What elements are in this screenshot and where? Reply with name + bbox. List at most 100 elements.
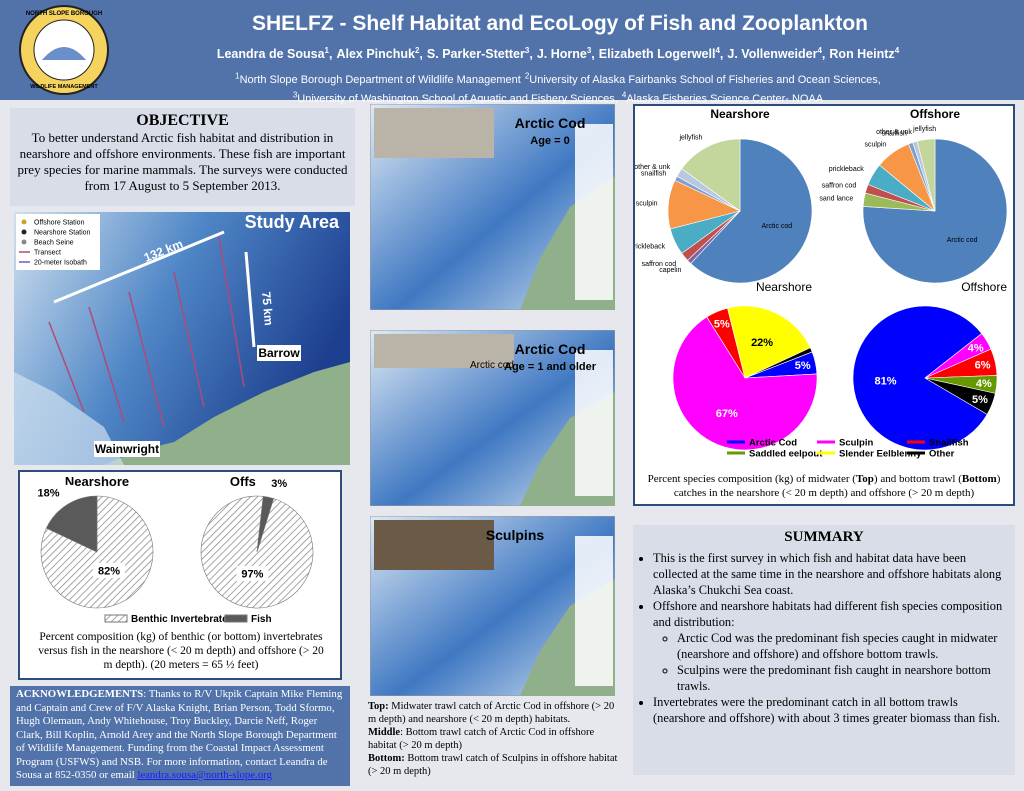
caption-part: ) and bottom trawl ( [873, 473, 962, 485]
author: Elizabeth Logerwell4, [598, 46, 724, 62]
caption-part: Top [855, 473, 874, 485]
category-label: sculpin [865, 141, 887, 148]
map-legend [16, 214, 100, 270]
photo [374, 334, 514, 368]
legend-panel [575, 350, 613, 496]
sub-bullet: Sculpins were the predominant fish caugh… [677, 662, 1009, 694]
caption-text: Midwater trawl catch of Arctic Cod in of… [368, 701, 615, 725]
author-affiliation: 3 [524, 46, 530, 55]
label-bg [94, 441, 160, 457]
value-label: 6% [975, 360, 991, 372]
author-affiliation: 4 [715, 46, 720, 55]
separator: , [591, 47, 595, 62]
distance-label: 75 km [259, 291, 276, 326]
ack-text: : Thanks to R/V Ukpik Captain Mike Flemi… [16, 688, 343, 781]
separator: , [419, 47, 423, 62]
pie-slice [727, 305, 811, 379]
author-name: Alex Pinchuk [336, 47, 415, 62]
bullet: Offshore and nearshore habitats had diff… [653, 598, 1009, 694]
scale-line [244, 251, 256, 348]
logo: NORTH SLOPE BOROUGH WILDLIFE MANAGEMENT [19, 5, 109, 95]
caption-line: Middle: Bottom trawl catch of Arctic Cod… [368, 726, 620, 752]
value-label: 97% [241, 569, 263, 581]
affiliation-number: 4 [621, 90, 627, 100]
category-label: Arctic cod [947, 237, 978, 244]
caption: Percent species composition (kg) of midw… [641, 472, 1007, 500]
land [104, 362, 350, 465]
bullet: This is the first survey in which fish a… [653, 550, 1009, 598]
legend-label: Transect [34, 250, 61, 257]
value-label: 5% [795, 360, 811, 372]
value-label: 22% [751, 337, 773, 349]
author-name: Leandra de Sousa [216, 47, 325, 62]
affiliation: 3University of Washington School of Aqua… [292, 90, 618, 106]
legend-panel [575, 536, 613, 686]
legend-label: Saddled eelpout [749, 449, 823, 460]
separator: , [719, 47, 724, 62]
photo [374, 108, 494, 158]
author: Alex Pinchuk2, [336, 46, 423, 62]
pie-inner-label: Offshore [961, 280, 1007, 294]
affiliation-text: Alaska Fisheries Science Center- NOAA [626, 93, 824, 106]
legend-label: 20-meter Isobath [34, 260, 87, 267]
caption-line: Top: Midwater trawl catch of Arctic Cod … [368, 700, 620, 726]
pie-slice [852, 305, 988, 451]
objective-heading: OBJECTIVE [136, 112, 229, 129]
pie-title: Nearshore [710, 107, 770, 121]
email-link[interactable]: leandra.sousa@north-slope.org [137, 769, 272, 781]
category-label: Arctic cod [761, 223, 792, 230]
affiliation-line: 1North Slope Borough Department of Wildl… [120, 68, 1000, 88]
label-bg [255, 475, 288, 491]
pie-slice [681, 138, 741, 212]
affiliation-number: 3 [292, 90, 298, 100]
category-label: saffron cod [642, 261, 677, 268]
author: Ron Heintz4 [829, 46, 900, 61]
legend-symbol [21, 239, 27, 245]
caption-text: : Bottom trawl catch of Arctic Cod in of… [368, 727, 595, 751]
value-label: 82% [98, 566, 120, 578]
value-label: 5% [714, 318, 730, 330]
affiliation: 1North Slope Borough Department of Wildl… [235, 71, 521, 86]
pie-slice [45, 495, 98, 553]
pie-slice [744, 347, 813, 379]
map-caption: Top: Midwater trawl catch of Arctic Cod … [368, 700, 620, 778]
place-label: Barrow [258, 346, 300, 360]
author-affiliation: 1 [324, 46, 329, 55]
legend-label: Fish [251, 614, 272, 625]
map-title: Arctic Cod [515, 341, 586, 357]
category-label: sculpin [636, 201, 658, 208]
separator: , [821, 47, 826, 62]
sub-bullet: Arctic Cod was the predominant fish spec… [677, 630, 1009, 662]
category-label: prickleback [829, 166, 865, 173]
legend: Offshore Station Nearshore Station Beach S… [19, 219, 91, 267]
author: S. Parker-Stetter3, [426, 46, 533, 62]
legend-label: Slender Eelblenny [839, 449, 922, 460]
caption: Percent composition (kg) of benthic (or … [38, 631, 324, 671]
category-label: other & unk [876, 129, 912, 136]
legend-symbol [21, 229, 27, 235]
place-label: Wainwright [95, 442, 159, 456]
summary-box: SUMMARY This is the first survey in whic… [633, 525, 1015, 775]
catch-map: Sculpins [370, 516, 615, 696]
map-title: Study Area [245, 212, 340, 232]
value-label: 67% [716, 408, 738, 420]
author: Leandra de Sousa1, [216, 46, 333, 62]
affiliation-text: University of Alaska Fairbanks School of… [529, 73, 881, 86]
legend-label: Arctic Cod [749, 438, 797, 449]
legend-label: Snailfish [929, 438, 969, 449]
author-affiliation: 4 [894, 46, 900, 55]
affiliation-text: North Slope Borough Department of Wildli… [239, 73, 521, 86]
category-label: saffron cod [822, 183, 857, 190]
title: SHELFZ - Shelf Habitat and EcoLogy of Fi… [252, 12, 868, 35]
acknowledgements: ACKNOWLEDGEMENTS: Thanks to R/V Ukpik Ca… [10, 686, 350, 786]
author-name: Elizabeth Logerwell [598, 47, 716, 62]
ack-heading: ACKNOWLEDGEMENTS [16, 688, 144, 700]
scale-line [53, 230, 225, 304]
author-name: S. Parker-Stetter [426, 47, 525, 62]
author-name: J. Horne [536, 47, 587, 62]
category-label: capelin [659, 267, 681, 274]
caption-label: Bottom: [368, 753, 405, 764]
label-bg [257, 345, 301, 361]
separator: , [529, 47, 533, 62]
